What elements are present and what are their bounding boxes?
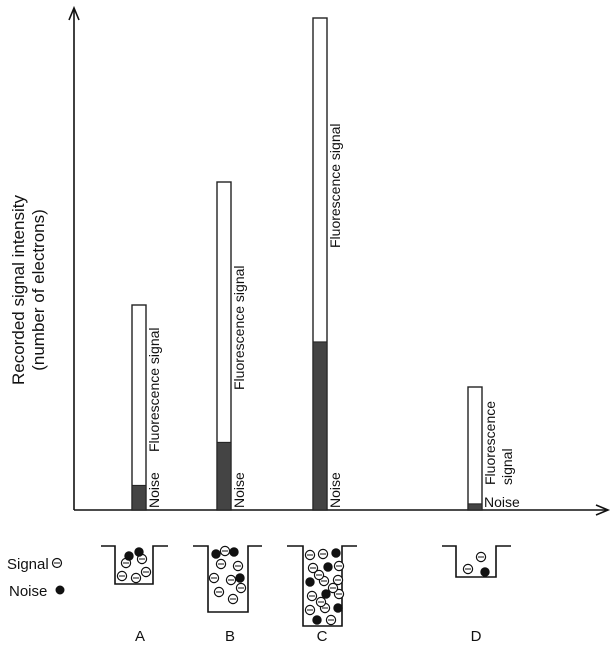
well-b-outline	[193, 545, 262, 613]
y-axis-arrow-icon	[68, 5, 80, 21]
bar-a-noise	[131, 484, 147, 511]
noise-particle	[331, 548, 341, 558]
well-c	[287, 545, 357, 627]
bar-a-total	[131, 304, 147, 511]
noise-particle	[321, 589, 331, 599]
noise-particle	[229, 547, 239, 557]
legend: Signal Noise	[7, 556, 65, 600]
column-label-b: B	[225, 628, 235, 645]
bar-d-fluorescence-label-1: Fluorescence	[482, 401, 498, 485]
noise-particle	[134, 547, 144, 557]
well-a	[101, 545, 168, 585]
bar-c-noise	[312, 341, 328, 511]
well-d	[442, 545, 511, 578]
bar-c: Noise Fluorescence signal	[312, 17, 343, 511]
bar-d-noise-label: Noise	[484, 494, 520, 510]
legend-signal-label: Signal	[7, 556, 49, 573]
column-labels: A B C D	[135, 628, 482, 645]
legend-noise-label: Noise	[9, 583, 47, 600]
bar-b: Noise Fluorescence signal	[216, 181, 247, 511]
noise-particle	[211, 549, 221, 559]
noise-particle	[235, 573, 245, 583]
axes	[68, 5, 611, 516]
column-label-a: A	[135, 628, 145, 645]
noise-particle	[333, 603, 343, 613]
well-b	[193, 545, 262, 613]
column-label-c: C	[317, 628, 328, 645]
noise-particle	[305, 577, 315, 587]
well-d-outline	[442, 545, 511, 578]
noise-particle	[312, 615, 322, 625]
wells-group	[101, 545, 511, 627]
bar-c-noise-label: Noise	[327, 472, 343, 508]
column-label-d: D	[471, 628, 482, 645]
well-c-outline	[287, 545, 357, 627]
bar-a-fluorescence-label: Fluorescence signal	[146, 327, 162, 452]
noise-particle	[480, 567, 490, 577]
bar-b-fluorescence-label: Fluorescence signal	[231, 265, 247, 390]
bar-d-noise	[467, 503, 483, 511]
x-axis-arrow-icon	[595, 504, 611, 516]
bar-a: Noise Fluorescence signal	[131, 304, 162, 511]
bar-d-fluorescence-label-2: signal	[499, 448, 515, 485]
bar-c-fluorescence-label: Fluorescence signal	[327, 123, 343, 248]
y-axis-label-line1: Recorded signal intensity	[9, 195, 28, 385]
bar-b-noise-label: Noise	[231, 472, 247, 508]
y-axis-label: Recorded signal intensity (number of ele…	[9, 195, 48, 385]
noise-particle	[323, 562, 333, 572]
bar-a-noise-label: Noise	[146, 472, 162, 508]
y-axis-label-line2: (number of electrons)	[29, 209, 48, 371]
bars-group: Noise Fluorescence signal Noise Fluorescenc…	[131, 17, 520, 511]
well-a-outline	[101, 545, 168, 585]
bar-b-noise	[216, 441, 232, 511]
noise-particle	[124, 551, 134, 561]
bar-d-total	[467, 386, 483, 511]
bar-d: Noise Fluorescence signal	[467, 386, 520, 511]
legend-noise-dot-icon	[55, 585, 65, 595]
